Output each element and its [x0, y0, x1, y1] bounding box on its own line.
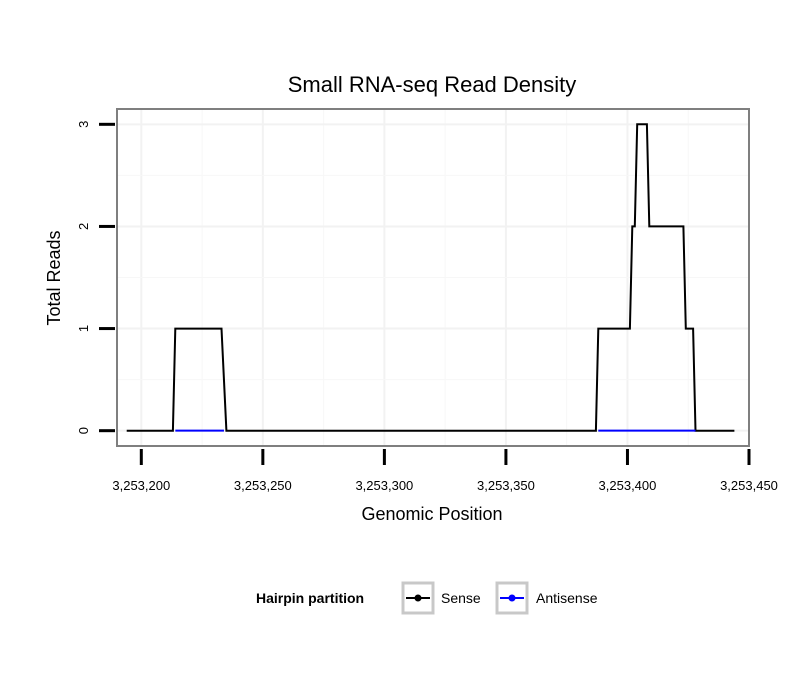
legend-title: Hairpin partition	[256, 590, 364, 606]
series-line-sense	[126, 123, 735, 432]
legend-label-antisense: Antisense	[536, 590, 598, 606]
legend-dot-sense	[414, 594, 422, 602]
legend: Hairpin partition Sense Antisense	[256, 581, 598, 615]
x-tick-label: 3,253,250	[234, 478, 292, 493]
x-tick-label: 3,253,350	[477, 478, 535, 493]
x-tick-label: 3,253,200	[112, 478, 170, 493]
y-tick-label: 1	[76, 325, 91, 332]
y-tick-label: 2	[76, 223, 91, 230]
series-lines	[126, 123, 735, 432]
chart-title: Small RNA-seq Read Density	[288, 72, 577, 97]
x-tick-label: 3,253,450	[720, 478, 778, 493]
plot-panel-border	[116, 108, 750, 447]
y-axis: 0 1 2 3	[76, 121, 115, 434]
x-axis-title: Genomic Position	[361, 504, 502, 524]
y-tick-label: 3	[76, 121, 91, 128]
legend-label-sense: Sense	[441, 590, 481, 606]
y-axis-title: Total Reads	[44, 230, 64, 325]
x-axis: 3,253,200 3,253,250 3,253,300 3,253,350 3,25…	[112, 449, 778, 493]
legend-dot-antisense	[508, 594, 516, 602]
x-tick-label: 3,253,300	[355, 478, 413, 493]
x-tick-label: 3,253,400	[599, 478, 657, 493]
y-tick-label: 0	[76, 427, 91, 434]
